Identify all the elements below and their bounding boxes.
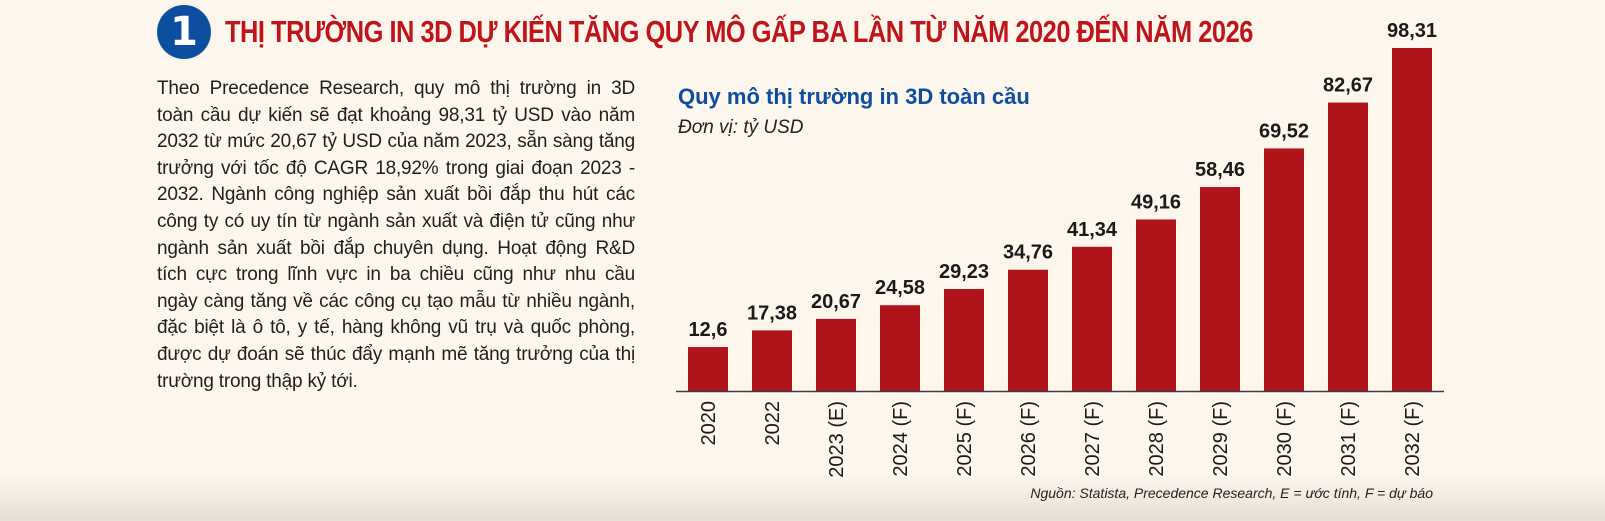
x-tick-label-7: 2028 (F) [1146, 401, 1168, 477]
bar-8 [1200, 187, 1240, 391]
data-label-9: 69,52 [1259, 120, 1309, 142]
data-label-5: 34,76 [1003, 242, 1053, 264]
bar-5 [1008, 269, 1048, 391]
bar-0 [688, 347, 728, 391]
x-tick-label-10: 2031 (F) [1338, 401, 1360, 477]
chart-unit-label: Đơn vị: tỷ USD [678, 117, 804, 138]
bar-2 [816, 318, 856, 391]
x-tick-label-1: 2022 [762, 401, 784, 446]
data-label-11: 98,31 [1387, 20, 1437, 42]
x-tick-label-8: 2029 (F) [1210, 401, 1232, 477]
chart-title: Quy mô thị trường in 3D toàn cầu [678, 84, 1030, 109]
bar-3 [880, 305, 920, 391]
page-title: THỊ TRƯỜNG IN 3D DỰ KIẾN TĂNG QUY MÔ GẤP… [225, 14, 1253, 49]
bar-6 [1072, 246, 1112, 391]
x-tick-label-3: 2024 (F) [890, 401, 912, 477]
x-tick-label-2: 2023 (E) [826, 401, 848, 478]
data-label-8: 58,46 [1195, 159, 1245, 181]
section-header: 1 THỊ TRƯỜNG IN 3D DỰ KIẾN TĂNG QUY MÔ G… [157, 5, 1479, 59]
data-label-0: 12,6 [689, 319, 728, 341]
data-label-6: 41,34 [1067, 219, 1118, 241]
bar-9 [1264, 148, 1304, 391]
source-note: Nguồn: Statista, Precedence Research, E … [1030, 485, 1433, 501]
x-tick-label-9: 2030 (F) [1274, 401, 1296, 477]
data-label-10: 82,67 [1323, 75, 1373, 97]
body-paragraph: Theo Precedence Research, quy mô thị trư… [157, 78, 635, 392]
data-label-4: 29,23 [939, 261, 989, 283]
x-tick-label-6: 2027 (F) [1082, 401, 1104, 477]
bar-10 [1328, 102, 1368, 392]
data-label-2: 20,67 [811, 291, 861, 313]
bar-7 [1136, 219, 1176, 391]
x-tick-label-0: 2020 [698, 401, 720, 446]
x-tick-label-5: 2026 (F) [1018, 401, 1040, 477]
data-label-3: 24,58 [875, 277, 925, 299]
data-label-7: 49,16 [1131, 191, 1181, 213]
section-number-badge: 1 [157, 5, 211, 59]
bar-1 [752, 330, 792, 391]
bar-11 [1392, 48, 1432, 391]
x-tick-label-11: 2032 (F) [1402, 401, 1424, 477]
bottom-shade [0, 475, 1605, 521]
x-tick-label-4: 2025 (F) [954, 401, 976, 477]
data-label-1: 17,38 [747, 302, 797, 324]
bar-4 [944, 289, 984, 391]
